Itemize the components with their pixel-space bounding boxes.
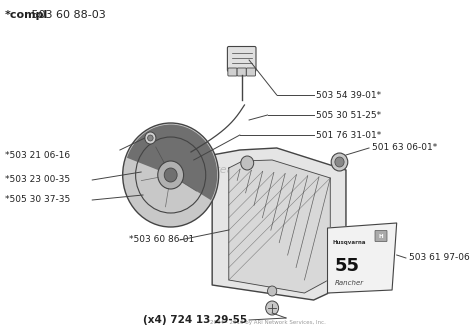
Circle shape: [267, 286, 277, 296]
Circle shape: [335, 157, 344, 167]
FancyBboxPatch shape: [246, 68, 255, 76]
Circle shape: [123, 123, 219, 227]
Circle shape: [241, 156, 254, 170]
Text: (x4) 724 13 29-55: (x4) 724 13 29-55: [143, 315, 247, 325]
Text: *compl: *compl: [5, 10, 48, 20]
FancyBboxPatch shape: [237, 68, 246, 76]
Polygon shape: [212, 148, 346, 300]
Text: 503 54 39-01*: 503 54 39-01*: [317, 91, 382, 100]
Text: 55: 55: [335, 257, 360, 275]
FancyBboxPatch shape: [375, 230, 387, 241]
Text: H: H: [379, 233, 383, 238]
Text: 503 61 97-06: 503 61 97-06: [409, 253, 469, 262]
Text: 501 63 06-01*: 501 63 06-01*: [372, 144, 437, 153]
Circle shape: [158, 161, 183, 189]
Circle shape: [164, 168, 177, 182]
Wedge shape: [127, 125, 217, 200]
FancyBboxPatch shape: [228, 68, 237, 76]
Circle shape: [266, 301, 279, 315]
Text: 503 60 88-03: 503 60 88-03: [27, 10, 105, 20]
Circle shape: [147, 135, 153, 141]
Polygon shape: [229, 160, 330, 293]
Circle shape: [145, 132, 156, 144]
Text: 505 30 51-25*: 505 30 51-25*: [317, 111, 382, 120]
Polygon shape: [328, 223, 397, 293]
Text: PartStream™: PartStream™: [182, 165, 256, 175]
Text: *505 30 37-35: *505 30 37-35: [5, 195, 70, 204]
Text: 501 76 31-01*: 501 76 31-01*: [317, 131, 382, 140]
FancyBboxPatch shape: [228, 47, 256, 72]
Text: Husqvarna: Husqvarna: [332, 240, 365, 245]
Circle shape: [331, 153, 348, 171]
Text: Rancher: Rancher: [335, 280, 364, 286]
Text: *503 23 00-35: *503 23 00-35: [5, 175, 70, 184]
Text: *503 21 06-16: *503 21 06-16: [5, 151, 70, 160]
Text: 2004 - 2016 by ARI Network Services, Inc.: 2004 - 2016 by ARI Network Services, Inc…: [210, 320, 326, 325]
Text: *503 60 86-01: *503 60 86-01: [129, 235, 194, 244]
